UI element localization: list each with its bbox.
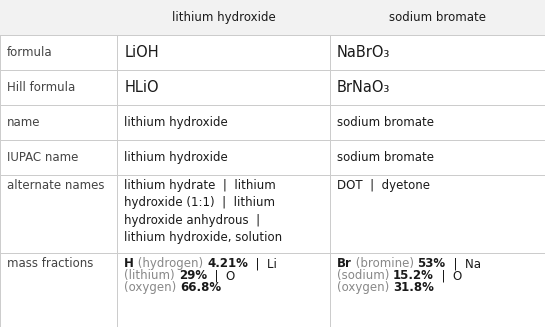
- Bar: [0, 35, 117, 70]
- Text: HLiO: HLiO: [124, 80, 159, 95]
- Text: lithium hydroxide: lithium hydroxide: [124, 151, 228, 164]
- Text: 53%: 53%: [417, 257, 446, 270]
- Text: lithium hydrate  |  lithium
hydroxide (1:1)  |  lithium
hydroxide anhydrous  |
l: lithium hydrate | lithium hydroxide (1:1…: [124, 179, 282, 244]
- Bar: [330, 253, 545, 327]
- Text: 31.8%: 31.8%: [393, 281, 434, 294]
- Text: (sodium): (sodium): [337, 269, 393, 282]
- Text: Br: Br: [337, 257, 352, 270]
- Bar: [117, 0, 330, 35]
- Bar: [0, 0, 117, 35]
- Bar: [330, 70, 545, 105]
- Text: Hill formula: Hill formula: [7, 81, 75, 94]
- Text: mass fractions: mass fractions: [7, 257, 93, 270]
- Bar: [117, 0, 330, 35]
- Text: (hydrogen): (hydrogen): [134, 257, 207, 270]
- Bar: [330, 105, 545, 140]
- Bar: [330, 140, 545, 175]
- Text: |  O: | O: [434, 269, 462, 282]
- Text: 15.2%: 15.2%: [393, 269, 434, 282]
- Text: (oxygen): (oxygen): [124, 281, 180, 294]
- Bar: [330, 0, 545, 35]
- Bar: [117, 70, 330, 105]
- Bar: [0, 140, 117, 175]
- Text: lithium hydroxide: lithium hydroxide: [124, 116, 228, 129]
- Text: 4.21%: 4.21%: [207, 257, 248, 270]
- Bar: [0, 70, 117, 105]
- Bar: [0, 253, 117, 327]
- Text: |  Na: | Na: [446, 257, 481, 270]
- Bar: [117, 105, 330, 140]
- Text: sodium bromate: sodium bromate: [389, 11, 486, 24]
- Text: (bromine): (bromine): [352, 257, 417, 270]
- Bar: [117, 35, 330, 70]
- Text: BrNaO₃: BrNaO₃: [337, 80, 390, 95]
- Text: |  O: | O: [207, 269, 235, 282]
- Bar: [117, 253, 330, 327]
- Text: 66.8%: 66.8%: [180, 281, 221, 294]
- Bar: [330, 0, 545, 35]
- Text: (oxygen): (oxygen): [337, 281, 393, 294]
- Text: formula: formula: [7, 46, 53, 59]
- Bar: [330, 35, 545, 70]
- Text: H: H: [124, 257, 134, 270]
- Bar: [0, 175, 117, 253]
- Bar: [0, 105, 117, 140]
- Bar: [0, 0, 117, 35]
- Bar: [117, 140, 330, 175]
- Text: sodium bromate: sodium bromate: [337, 151, 434, 164]
- Bar: [117, 175, 330, 253]
- Text: name: name: [7, 116, 40, 129]
- Text: IUPAC name: IUPAC name: [7, 151, 78, 164]
- Text: LiOH: LiOH: [124, 45, 159, 60]
- Text: 29%: 29%: [179, 269, 207, 282]
- Text: sodium bromate: sodium bromate: [337, 116, 434, 129]
- Text: |  Li: | Li: [248, 257, 277, 270]
- Text: (lithium): (lithium): [124, 269, 179, 282]
- Bar: [330, 175, 545, 253]
- Text: lithium hydroxide: lithium hydroxide: [172, 11, 275, 24]
- Text: DOT  |  dyetone: DOT | dyetone: [337, 179, 430, 192]
- Text: NaBrO₃: NaBrO₃: [337, 45, 390, 60]
- Text: alternate names: alternate names: [7, 179, 105, 192]
